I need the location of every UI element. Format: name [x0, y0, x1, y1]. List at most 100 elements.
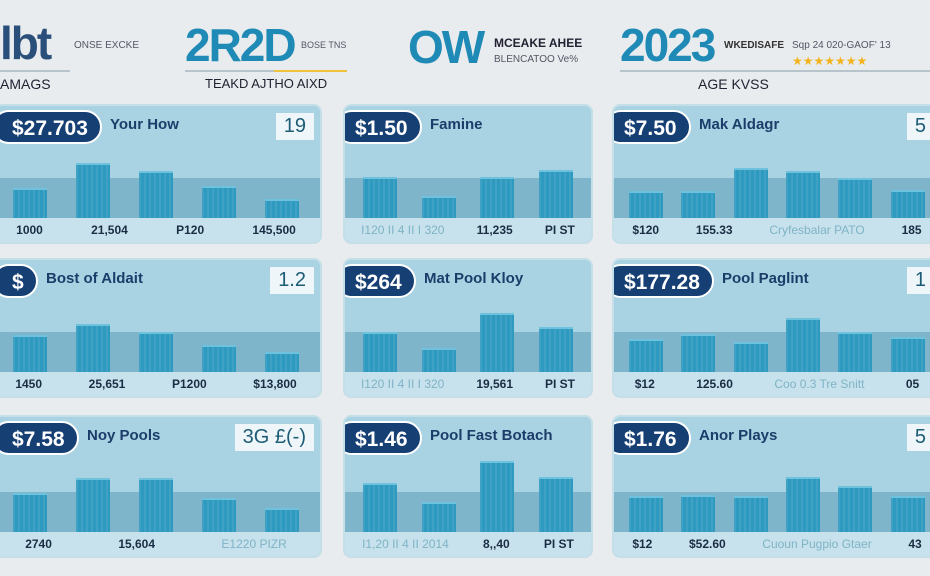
panel-title: Pool Fast Botach [430, 427, 553, 444]
bar-chart [351, 300, 585, 372]
panel-footer: I120 II 4 II I 320 11,235 PI ST [345, 218, 591, 242]
stat-panel[interactable]: $1.46 Pool Fast Botach I1,20 II 4 II 201… [343, 415, 593, 558]
footer-value: 15,604 [118, 537, 156, 551]
bar [733, 168, 768, 218]
footer-value: 145,500 [252, 223, 296, 237]
header-block-1: lbt ONSE EXCKE AMAGS [0, 0, 170, 100]
panel-title: Your How [110, 116, 179, 133]
bar [629, 191, 664, 218]
bar [138, 171, 173, 218]
price-badge: $7.50 [614, 110, 691, 144]
footer-value: I120 II 4 II I 320 [361, 223, 445, 237]
bar-chart [0, 146, 314, 218]
bar [75, 162, 110, 218]
bar [786, 318, 821, 372]
panel-footer: I1,20 II 4 II 2014 8,,40 PI ST [345, 532, 591, 556]
bar [202, 344, 237, 372]
stat-panel[interactable]: $1.50 Famine I120 II 4 II I 320 11,235 PI … [343, 104, 593, 244]
footer-value: PI ST [544, 223, 575, 237]
bar [786, 477, 821, 532]
water-band [614, 492, 930, 532]
bar-chart [0, 300, 314, 372]
footer-value: I120 II 4 II I 320 [360, 377, 445, 391]
water-band [614, 178, 930, 218]
footer-value: 1000 [16, 223, 43, 237]
stat-panel[interactable]: $177.28 Pool Paglint 1 $12 125.60 Coo 0.3 … [612, 258, 930, 398]
footer-value: 21,504 [91, 223, 128, 237]
bar [629, 496, 664, 532]
bar [12, 187, 47, 218]
bar-chart [0, 457, 314, 532]
bar [733, 341, 768, 372]
bar-chart [351, 457, 585, 532]
bar [265, 198, 300, 218]
footer-value: PI ST [543, 537, 574, 551]
footer-value: P120 [176, 223, 205, 237]
stat-panel[interactable]: $264 Mat Pool Kloy I120 II 4 II I 320 19,… [343, 258, 593, 398]
price-badge: $1.50 [345, 110, 422, 144]
price-badge: $7.58 [0, 421, 79, 455]
bar [421, 502, 456, 532]
bar [480, 176, 515, 218]
bar [202, 185, 237, 218]
panel-title: Bost of Aldait [46, 270, 143, 287]
price-badge: $1.76 [614, 421, 691, 455]
stat-panel[interactable]: $ Bost of Aldait 1.2 1450 25,651 P1200 $13,… [0, 258, 322, 398]
bar [265, 351, 300, 372]
footer-value: $12 [634, 377, 655, 391]
bar [75, 323, 110, 372]
bar-chart [620, 300, 930, 372]
panel-footer: 2740 15,604 E1220 PIZR [0, 532, 320, 556]
stat-panel[interactable]: $7.58 Noy Pools 3G £(-) 2740 15,604 E1220 … [0, 415, 322, 558]
logo-caption: AGE KVSS [698, 76, 769, 92]
logo-caption: AMAGS [0, 76, 51, 92]
footer-value: 2740 [25, 537, 52, 551]
bar [538, 477, 573, 532]
bar [681, 494, 716, 532]
bar [363, 176, 398, 218]
stat-panel[interactable]: $7.50 Mak Aldagr 5 $120 155.33 Cryfesbalar… [612, 104, 930, 244]
panel-title: Mak Aldagr [699, 116, 780, 133]
footer-value: E1220 PIZR [221, 537, 287, 551]
panel-title: Anor Plays [699, 427, 778, 444]
panel-count: 5 [906, 424, 930, 451]
bar [890, 337, 925, 372]
bar [838, 485, 873, 532]
footer-value: $13,800 [253, 377, 297, 391]
bar-chart [351, 146, 585, 218]
footer-value: Cuoun Pugpio Gtaer [762, 537, 872, 551]
bar [480, 312, 515, 372]
bar [138, 332, 173, 372]
price-badge: $ [0, 264, 38, 298]
logo-subtext: BOSE TNS [301, 40, 347, 50]
bar [202, 498, 237, 532]
bar [786, 171, 821, 218]
logo-subtext: BLENCATOO Ve% [494, 54, 579, 65]
footer-value: 185 [901, 223, 922, 237]
panel-title: Pool Paglint [722, 270, 809, 287]
price-badge: $27.703 [0, 110, 102, 144]
footer-value: 11,235 [476, 223, 513, 237]
bar [629, 338, 664, 372]
stat-panel[interactable]: $27.703 Your How 19 1000 21,504 P120 145,50… [0, 104, 322, 244]
logo-title: MCEAKE AHEE [494, 36, 583, 50]
footer-value: Coo 0.3 Tre Snitt [774, 377, 865, 391]
panel-count: 1 [906, 267, 930, 294]
footer-value: 25,651 [88, 377, 126, 391]
logo-title: WKEDISAFE [724, 40, 784, 51]
header-block-2: 2R2D BOSE TNS TEAKD AJTHO AIXD [185, 0, 385, 100]
panel-count: 3G £(-) [234, 424, 314, 451]
footer-value: PI ST [544, 377, 575, 391]
divider [185, 70, 347, 72]
bar-chart [620, 146, 930, 218]
bar [138, 478, 173, 532]
panel-footer: 1450 25,651 P1200 $13,800 [0, 372, 320, 396]
stat-panel[interactable]: $1.76 Anor Plays 5 $12 $52.60 Cuoun Pugpio… [612, 415, 930, 558]
divider [620, 70, 930, 72]
bar [681, 333, 716, 372]
date-text: Sqp 24 020-GAOF' 13 [792, 40, 891, 51]
bar [421, 348, 456, 372]
footer-value: I1,20 II 4 II 2014 [362, 537, 449, 551]
logo-caption: TEAKD AJTHO AIXD [205, 76, 328, 91]
panel-footer: I120 II 4 II I 320 19,561 PI ST [345, 372, 591, 396]
